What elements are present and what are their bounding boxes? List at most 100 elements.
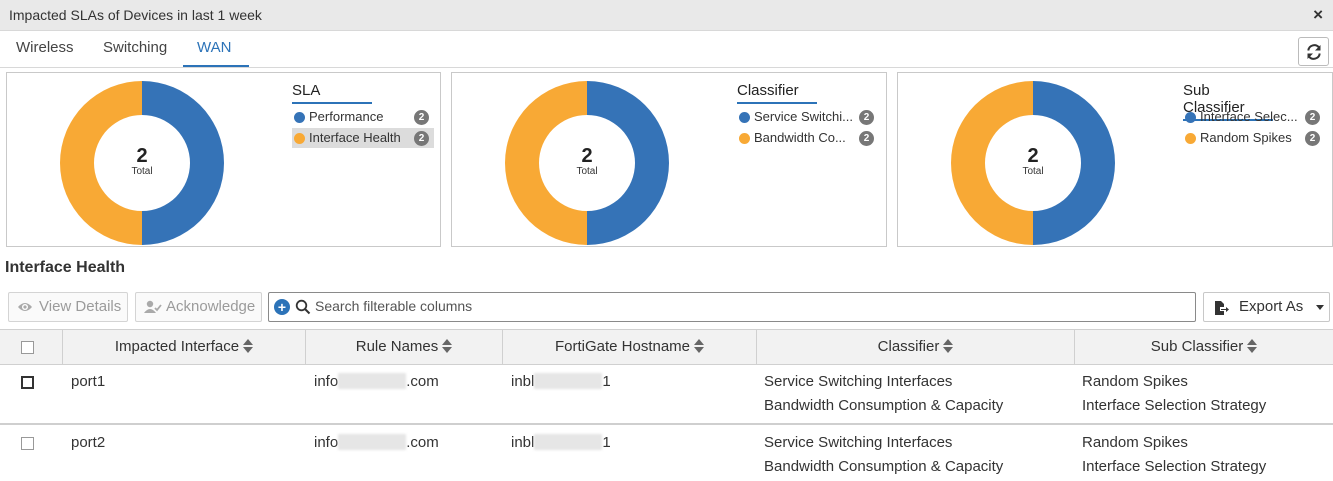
select-all-checkbox[interactable]	[21, 341, 34, 354]
column-header-classifier[interactable]: Classifier	[757, 330, 1075, 364]
donut-slice-bandwidth[interactable]	[505, 81, 587, 245]
sub-classifier-value: Interface Selection Strategy	[1082, 458, 1267, 475]
acknowledge-button[interactable]: Acknowledge	[135, 292, 262, 322]
add-filter-icon[interactable]: +	[274, 299, 290, 315]
column-header-label: FortiGate Hostname	[554, 338, 691, 355]
view-details-button[interactable]: View Details	[8, 292, 128, 322]
blue-dot-icon	[1185, 112, 1196, 123]
table-row[interactable]: port1 info .com inbl 1 Service Switching I…	[0, 365, 1333, 425]
user-check-icon	[144, 300, 162, 313]
count-badge: 2	[859, 131, 874, 146]
count-badge: 2	[414, 131, 429, 146]
title-bar: Impacted SLAs of Devices in last 1 week …	[0, 0, 1333, 31]
search-icon	[295, 299, 311, 315]
export-as-label: Export As	[1239, 298, 1304, 315]
dialog-title: Impacted SLAs of Devices in last 1 week	[9, 7, 262, 23]
table-row[interactable]: port2 info .com inbl 1 Service Switching I…	[0, 426, 1333, 481]
donut-slice-performance[interactable]	[142, 81, 224, 245]
acknowledge-label: Acknowledge	[166, 298, 256, 315]
redacted-block	[534, 434, 603, 450]
classifier-value: Bandwidth Consumption & Capacity	[764, 397, 1004, 414]
column-header-impacted-interface[interactable]: Impacted Interface	[63, 330, 306, 364]
impacted-interface-cell: port2	[71, 434, 106, 451]
donut-slice-interface-selection[interactable]	[1033, 81, 1115, 245]
hostname-prefix: inbl	[511, 434, 535, 451]
blue-dot-icon	[294, 112, 305, 123]
hostname-prefix: inbl	[511, 373, 535, 390]
donut-slice-service-switching[interactable]	[587, 81, 669, 245]
hostname-suffix: 1	[602, 434, 611, 451]
section-title: Interface Health	[5, 259, 126, 276]
sla-donut-chart[interactable]	[57, 78, 227, 248]
classifier-cell: Service Switching Interfaces Bandwidth C…	[764, 431, 1003, 479]
export-as-button[interactable]: Export As	[1203, 292, 1330, 322]
column-header-label: Impacted Interface	[114, 338, 240, 355]
legend-item-interface-health[interactable]: Interface Health 2	[292, 128, 434, 148]
legend-title: SLA	[292, 82, 372, 104]
tab-wan[interactable]: WAN	[183, 31, 249, 67]
sub-classifier-cell: Random Spikes Interface Selection Strate…	[1082, 431, 1266, 479]
tab-wireless[interactable]: Wireless	[16, 39, 74, 56]
legend-title: Classifier	[737, 82, 817, 104]
classifier-value: Service Switching Interfaces	[764, 373, 953, 390]
orange-dot-icon	[1185, 133, 1196, 144]
redacted-block	[338, 373, 407, 389]
tab-bar: Wireless Switching WAN	[0, 31, 1333, 68]
search-input[interactable]: + Search filterable columns	[268, 292, 1196, 322]
rule-name-suffix: .com	[406, 434, 439, 451]
rule-name-suffix: .com	[406, 373, 439, 390]
classifier-cell: Service Switching Interfaces Bandwidth C…	[764, 370, 1003, 418]
classifier-donut-chart[interactable]	[502, 78, 672, 248]
column-header-label: Rule Names	[355, 338, 439, 355]
table-header: Impacted Interface Rule Names FortiGate …	[0, 329, 1333, 365]
donut-total-label: Total	[1022, 166, 1044, 177]
hostname-cell: inbl 1	[511, 431, 611, 455]
close-icon[interactable]: ×	[1313, 5, 1323, 24]
donut-slice-interface-health[interactable]	[60, 81, 142, 245]
sla-card: 2 Total SLA Performance 2 Interface Heal…	[6, 72, 441, 247]
classifier-card: 2 Total Classifier Service Switchi... 2 …	[451, 72, 887, 247]
refresh-button[interactable]	[1298, 37, 1329, 66]
hostname-suffix: 1	[602, 373, 611, 390]
legend-item-label: Bandwidth Co...	[754, 130, 846, 145]
sub-classifier-donut-chart[interactable]	[948, 78, 1118, 248]
chevron-down-icon	[1316, 305, 1324, 310]
eye-icon	[18, 303, 32, 311]
column-header-fortigate-hostname[interactable]: FortiGate Hostname	[503, 330, 757, 364]
count-badge: 2	[414, 110, 429, 125]
legend-item-interface-selection[interactable]: Interface Selec... 2	[1183, 107, 1325, 127]
row-checkbox[interactable]	[21, 437, 34, 450]
sub-classifier-value: Interface Selection Strategy	[1082, 397, 1267, 414]
sub-classifier-cell: Random Spikes Interface Selection Strate…	[1082, 370, 1266, 418]
legend-item-service-switching[interactable]: Service Switchi... 2	[737, 107, 879, 127]
sort-icon	[943, 339, 954, 353]
count-badge: 2	[1305, 131, 1320, 146]
legend-item-performance[interactable]: Performance 2	[292, 107, 434, 127]
view-details-label: View Details	[39, 298, 122, 315]
legend-item-label: Performance	[309, 109, 384, 124]
interface-health-table: Impacted Interface Rule Names FortiGate …	[0, 329, 1333, 481]
select-all-cell	[0, 330, 63, 364]
rule-names-cell: info .com	[314, 370, 439, 394]
hostname-cell: inbl 1	[511, 370, 611, 394]
donut-total-number: 2	[581, 145, 593, 167]
orange-dot-icon	[739, 133, 750, 144]
legend-item-bandwidth[interactable]: Bandwidth Co... 2	[737, 128, 879, 148]
legend-item-random-spikes[interactable]: Random Spikes 2	[1183, 128, 1325, 148]
donut-slice-random-spikes[interactable]	[951, 81, 1033, 245]
legend-item-label: Service Switchi...	[754, 109, 853, 124]
search-placeholder: Search filterable columns	[315, 298, 473, 314]
column-header-sub-classifier[interactable]: Sub Classifier	[1075, 330, 1333, 364]
column-header-rule-names[interactable]: Rule Names	[306, 330, 503, 364]
classifier-value: Service Switching Interfaces	[764, 434, 953, 451]
legend-title: Sub Classifier	[1183, 82, 1273, 121]
classifier-value: Bandwidth Consumption & Capacity	[764, 458, 1004, 475]
sub-classifier-value: Random Spikes	[1082, 373, 1188, 390]
tab-switching[interactable]: Switching	[103, 39, 168, 56]
redacted-block	[534, 373, 603, 389]
row-checkbox[interactable]	[21, 376, 34, 389]
donut-total-label: Total	[131, 166, 153, 177]
sort-icon	[694, 339, 705, 353]
legend-item-label: Random Spikes	[1200, 130, 1292, 145]
legend-item-label: Interface Health	[309, 130, 401, 145]
